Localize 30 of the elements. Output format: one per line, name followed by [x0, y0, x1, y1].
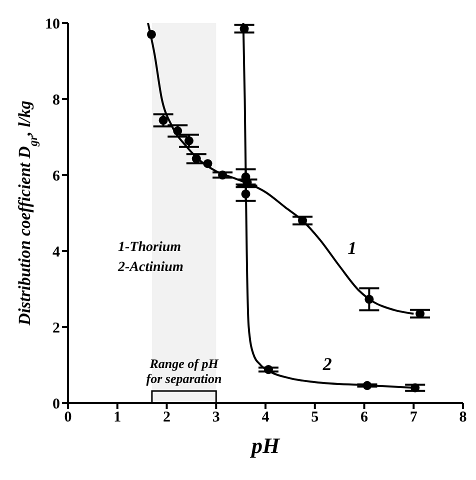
- y-tick-label: 2: [52, 320, 60, 336]
- annotation: 2-Actinium: [118, 259, 184, 277]
- point: [192, 154, 201, 164]
- x-tick-label: 2: [163, 410, 170, 426]
- point: [203, 159, 212, 168]
- x-tick-label: 4: [262, 410, 270, 426]
- point: [364, 294, 374, 304]
- y-tick-label: 10: [45, 16, 60, 32]
- y-tick-label: 6: [52, 168, 60, 184]
- x-tick-label: 3: [212, 410, 220, 426]
- x-tick-label: 1: [114, 410, 122, 426]
- point: [264, 365, 273, 374]
- point: [146, 30, 156, 39]
- x-tick-label: 0: [64, 410, 72, 426]
- x-tick-label: 5: [311, 410, 319, 426]
- y-tick-label: 4: [52, 244, 60, 260]
- x-tick-label: 6: [360, 410, 368, 426]
- annotation: 1-Thorium: [118, 239, 182, 257]
- y-tick-label: 8: [52, 92, 60, 108]
- series-label: 2: [322, 354, 332, 374]
- point: [158, 116, 168, 125]
- y-tick-label: 0: [52, 396, 60, 412]
- point: [362, 381, 372, 390]
- x-tick-label: 8: [459, 410, 467, 426]
- band-label: Range of pH for separation: [146, 356, 222, 386]
- x-tick-label: 7: [410, 410, 418, 426]
- point: [410, 383, 420, 392]
- series-label: 1: [348, 238, 357, 258]
- x-axis-title: pH: [249, 433, 280, 458]
- point: [218, 170, 228, 180]
